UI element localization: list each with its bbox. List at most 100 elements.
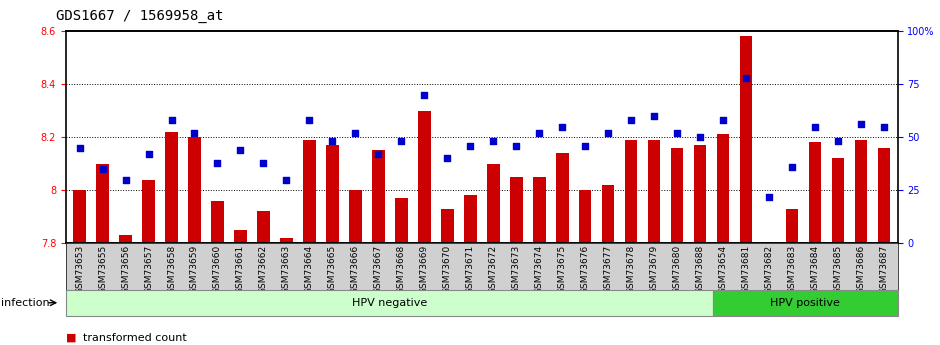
Point [325, 139, 340, 144]
Point [739, 75, 754, 80]
Point [462, 143, 478, 148]
Point [785, 164, 800, 170]
Bar [786, 209, 798, 243]
Text: GSM73669: GSM73669 [420, 245, 429, 294]
Text: GSM73679: GSM73679 [650, 245, 659, 294]
Text: HPV positive: HPV positive [770, 298, 840, 308]
Point [555, 124, 570, 129]
Text: GSM73654: GSM73654 [718, 245, 728, 294]
Point [807, 124, 822, 129]
Bar [395, 198, 408, 243]
Bar [556, 153, 569, 243]
Text: GSM73672: GSM73672 [489, 245, 498, 294]
Text: GSM73685: GSM73685 [834, 245, 842, 294]
Text: GSM73673: GSM73673 [511, 245, 521, 294]
Text: GSM73658: GSM73658 [167, 245, 176, 294]
Point [233, 147, 248, 152]
Point [486, 139, 501, 144]
Point [693, 134, 708, 140]
Text: GSM73670: GSM73670 [443, 245, 452, 294]
Bar [694, 145, 706, 243]
Bar [66, 290, 713, 316]
Point [601, 130, 616, 136]
Bar [808, 142, 822, 243]
Bar [303, 140, 316, 243]
Point [532, 130, 547, 136]
Bar [280, 238, 292, 243]
Text: GSM73659: GSM73659 [190, 245, 199, 294]
Point [141, 151, 156, 157]
Bar [716, 135, 729, 243]
Bar [533, 177, 545, 243]
Point [164, 117, 179, 123]
Bar [878, 148, 890, 243]
Point [394, 139, 409, 144]
Bar [119, 235, 132, 243]
Text: GSM73686: GSM73686 [856, 245, 866, 294]
Point [279, 177, 294, 182]
Bar [487, 164, 499, 243]
Text: GSM73687: GSM73687 [880, 245, 888, 294]
Text: GDS1667 / 1569958_at: GDS1667 / 1569958_at [56, 9, 224, 23]
Bar [372, 150, 384, 243]
Text: GSM73683: GSM73683 [788, 245, 796, 294]
Point [623, 117, 638, 123]
Point [72, 145, 87, 150]
Text: GSM73655: GSM73655 [98, 245, 107, 294]
Bar [854, 140, 868, 243]
Bar [441, 209, 454, 243]
Text: GSM73660: GSM73660 [213, 245, 222, 294]
Point [761, 194, 776, 199]
Text: GSM73671: GSM73671 [465, 245, 475, 294]
Bar [73, 190, 86, 243]
Text: GSM73688: GSM73688 [696, 245, 705, 294]
Text: GSM73674: GSM73674 [535, 245, 543, 294]
Point [647, 113, 662, 119]
Text: GSM73656: GSM73656 [121, 245, 130, 294]
Text: GSM73657: GSM73657 [144, 245, 153, 294]
Text: GSM73675: GSM73675 [557, 245, 567, 294]
Text: ■: ■ [66, 333, 76, 343]
Bar [96, 164, 109, 243]
Point [440, 156, 455, 161]
Bar [713, 290, 898, 316]
Point [669, 130, 684, 136]
Text: GSM73677: GSM73677 [603, 245, 613, 294]
Point [187, 130, 202, 136]
Bar [326, 145, 338, 243]
Text: GSM73680: GSM73680 [673, 245, 682, 294]
Point [416, 92, 431, 97]
Text: GSM73662: GSM73662 [258, 245, 268, 294]
Text: GSM73676: GSM73676 [581, 245, 589, 294]
Bar [165, 132, 178, 243]
Text: GSM73666: GSM73666 [351, 245, 360, 294]
Text: HPV negative: HPV negative [352, 298, 427, 308]
Text: GSM73665: GSM73665 [328, 245, 337, 294]
Point [118, 177, 133, 182]
Point [370, 151, 385, 157]
Bar [258, 211, 270, 243]
Text: GSM73668: GSM73668 [397, 245, 406, 294]
Point [302, 117, 317, 123]
Text: GSM73684: GSM73684 [810, 245, 820, 294]
Text: GSM73681: GSM73681 [742, 245, 750, 294]
Bar [509, 177, 523, 243]
Text: GSM73664: GSM73664 [305, 245, 314, 294]
Bar [418, 111, 431, 243]
Bar [671, 148, 683, 243]
Text: GSM73667: GSM73667 [374, 245, 383, 294]
Text: GSM73653: GSM73653 [75, 245, 84, 294]
Text: infection: infection [1, 298, 50, 308]
Bar [349, 190, 362, 243]
Bar [625, 140, 637, 243]
Bar [212, 201, 224, 243]
Bar [579, 190, 591, 243]
Bar [188, 137, 201, 243]
Point [256, 160, 271, 165]
Text: transformed count: transformed count [83, 333, 186, 343]
Point [95, 166, 110, 172]
Point [578, 143, 593, 148]
Point [876, 124, 891, 129]
Point [210, 160, 225, 165]
Text: GSM73663: GSM73663 [282, 245, 290, 294]
